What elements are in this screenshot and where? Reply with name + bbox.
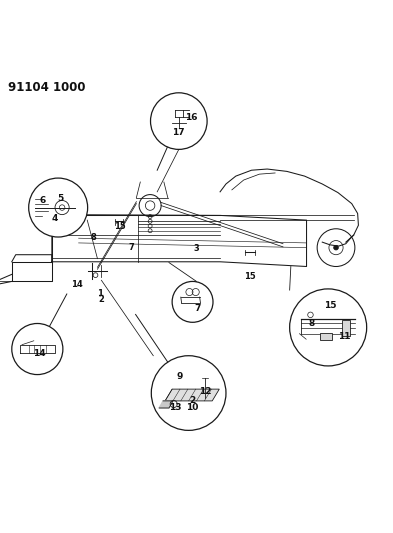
- Text: 10: 10: [186, 403, 199, 413]
- Text: 16: 16: [185, 114, 198, 123]
- Text: 3: 3: [194, 244, 199, 253]
- Text: 1: 1: [97, 289, 103, 298]
- Polygon shape: [165, 389, 219, 401]
- Text: 11: 11: [338, 332, 351, 341]
- Text: 2: 2: [99, 295, 104, 304]
- FancyBboxPatch shape: [320, 333, 332, 340]
- Circle shape: [290, 289, 367, 366]
- Text: 91104 1000: 91104 1000: [8, 80, 85, 94]
- Text: 15: 15: [114, 222, 126, 231]
- Text: 8: 8: [91, 232, 96, 241]
- FancyBboxPatch shape: [342, 320, 350, 336]
- Circle shape: [12, 324, 63, 375]
- Polygon shape: [159, 401, 173, 408]
- Text: 13: 13: [169, 403, 181, 413]
- Text: 6: 6: [39, 196, 46, 205]
- Text: 4: 4: [52, 214, 58, 223]
- Text: 15: 15: [244, 272, 255, 281]
- Circle shape: [151, 93, 207, 149]
- Circle shape: [151, 356, 226, 430]
- Text: 2: 2: [189, 397, 196, 406]
- Circle shape: [334, 245, 338, 250]
- Text: 8: 8: [309, 319, 315, 328]
- Text: 12: 12: [199, 386, 211, 395]
- Text: 14: 14: [71, 280, 83, 289]
- Text: 9: 9: [177, 372, 183, 381]
- Circle shape: [29, 178, 88, 237]
- Text: 15: 15: [324, 301, 336, 310]
- Text: 7: 7: [129, 243, 134, 252]
- Text: 14: 14: [33, 349, 46, 358]
- Text: 7: 7: [194, 304, 200, 313]
- Text: 5: 5: [57, 195, 63, 204]
- Circle shape: [172, 281, 213, 322]
- Text: 17: 17: [173, 127, 185, 136]
